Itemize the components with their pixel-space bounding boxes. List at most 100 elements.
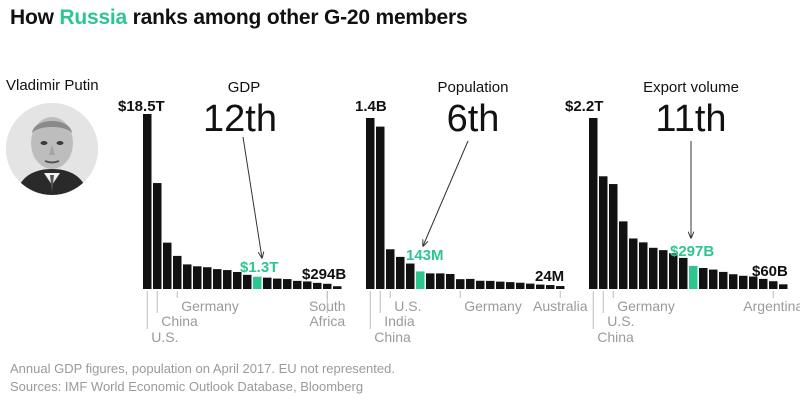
chart-1-bar-5 (416, 271, 425, 289)
chart-0-highlight-value-label: $1.3T (240, 259, 278, 276)
chart-1-bar-10 (466, 278, 475, 289)
chart-1-country-label-0: China (374, 329, 411, 345)
chart-1-bar-15 (516, 282, 525, 289)
chart-2-bar-17 (759, 278, 768, 289)
chart-2-bar-3 (619, 221, 628, 289)
chart-1-top-value-label: 1.4B (355, 98, 387, 115)
chart-0-bar-2 (163, 242, 172, 289)
chart-2-bar-8 (669, 253, 678, 289)
chart-2-bar-6 (649, 247, 658, 289)
footnote-note: Annual GDP figures, population on April … (10, 361, 395, 376)
chart-2-bar-10 (689, 265, 698, 289)
chart-1-metric-title: Population (438, 79, 509, 96)
chart-2-last-value-label: $60B (752, 263, 788, 280)
chart-2-bar-15 (739, 275, 748, 289)
chart-1-bar-7 (436, 273, 445, 289)
chart-0-bar-5 (193, 266, 202, 289)
chart-0-bar-13 (273, 278, 282, 289)
chart-2-bar-4 (629, 238, 638, 289)
chart-1-country-label-1: India (384, 313, 415, 329)
chart-1-bar-8 (446, 273, 455, 289)
chart-0-bar-14 (283, 279, 292, 289)
chart-1-bar-13 (496, 281, 505, 289)
chart-2-bar-5 (639, 242, 648, 289)
chart-2-top-value-label: $2.2T (565, 98, 603, 115)
chart-0-bar-6 (203, 267, 212, 289)
chart-0-bar-12 (263, 277, 272, 289)
chart-1-bar-14 (506, 282, 515, 289)
chart-1-rank-arrow (423, 140, 469, 246)
chart-2-country-label-3: Argentina (743, 298, 800, 314)
chart-2-bar-1 (599, 176, 608, 289)
chart-2-bar-19 (779, 284, 788, 289)
avatar (6, 103, 98, 195)
person-name: Vladimir Putin (6, 77, 99, 94)
chart-2-bar-12 (709, 269, 718, 289)
chart-0-bar-11 (253, 276, 262, 289)
chart-1-bar-11 (476, 280, 485, 289)
chart-1-country-label-3: Germany (464, 298, 522, 314)
chart-1-country-label-2: U.S. (394, 298, 421, 314)
chart-0-bar-19 (333, 286, 342, 289)
chart-2-bar-7 (659, 250, 668, 289)
chart-0-country-label-0: U.S. (151, 329, 178, 345)
chart-2-bar-18 (769, 281, 778, 289)
chart-0-country-label-4: Africa (309, 313, 345, 329)
chart-1-bar-12 (486, 280, 495, 289)
chart-0-bar-16 (303, 281, 312, 289)
page-title: How Russia ranks among other G-20 member… (10, 6, 468, 30)
chart-2-country-label-0: Germany (617, 298, 675, 314)
chart-2-bar-2 (609, 184, 618, 289)
chart-1-bar-4 (406, 263, 415, 289)
chart-2-bar-9 (679, 257, 688, 289)
chart-1-bar-0 (366, 118, 375, 289)
chart-0-bar-9 (233, 271, 242, 289)
footnote-sources: Sources: IMF World Economic Outlook Data… (10, 379, 364, 394)
chart-1-rank: 6th (447, 98, 500, 140)
chart-2-metric-title: Export volume (643, 79, 739, 96)
chart-1-highlight-value-label: 143M (406, 247, 444, 264)
chart-1-country-label-4: Australia (533, 298, 588, 314)
chart-0-country-label-1: China (161, 313, 198, 329)
chart-2-bar-0 (589, 118, 598, 289)
chart-0-bar-15 (293, 280, 302, 289)
chart-1-bar-16 (526, 283, 535, 289)
chart-1-bar-6 (426, 273, 435, 289)
chart-1-bar-2 (386, 249, 395, 289)
chart-0-rank-arrow (242, 136, 262, 258)
chart-0-bar-17 (313, 282, 322, 289)
chart-2-bar-14 (729, 274, 738, 289)
chart-2-rank: 11th (655, 98, 726, 140)
chart-2-bar-11 (699, 268, 708, 289)
chart-0-bar-0 (143, 114, 152, 289)
chart-0-rank: 12th (203, 98, 277, 140)
chart-1-bar-18 (546, 285, 555, 289)
portrait-icon (6, 103, 98, 195)
title-suffix: ranks among other G-20 members (127, 6, 468, 29)
chart-0-bar-7 (213, 269, 222, 289)
chart-0-bar-4 (183, 264, 192, 289)
chart-1-last-value-label: 24M (535, 268, 564, 285)
chart-2-country-label-2: China (597, 329, 634, 345)
chart-0-bar-10 (243, 274, 252, 289)
chart-0-bar-1 (153, 183, 162, 289)
chart-1-bar-19 (556, 286, 565, 289)
chart-2-bar-16 (749, 276, 758, 289)
chart-1-bar-3 (396, 256, 405, 289)
chart-0-bar-8 (223, 270, 232, 289)
chart-2-bar-13 (719, 271, 728, 289)
chart-0-bar-18 (323, 283, 332, 289)
chart-1-bar-17 (536, 284, 545, 289)
chart-0-metric-title: GDP (228, 79, 261, 96)
chart-0-bar-3 (173, 255, 182, 289)
chart-2-country-label-1: U.S. (607, 313, 634, 329)
chart-2-highlight-value-label: $297B (670, 243, 714, 260)
chart-1-bar-1 (376, 126, 385, 289)
title-prefix: How (10, 6, 60, 29)
chart-0-last-value-label: $294B (302, 266, 346, 283)
title-highlight: Russia (59, 6, 128, 29)
chart-1-bar-9 (456, 279, 465, 289)
chart-0-top-value-label: $18.5T (118, 98, 165, 115)
chart-0-country-label-2: Germany (181, 298, 239, 314)
